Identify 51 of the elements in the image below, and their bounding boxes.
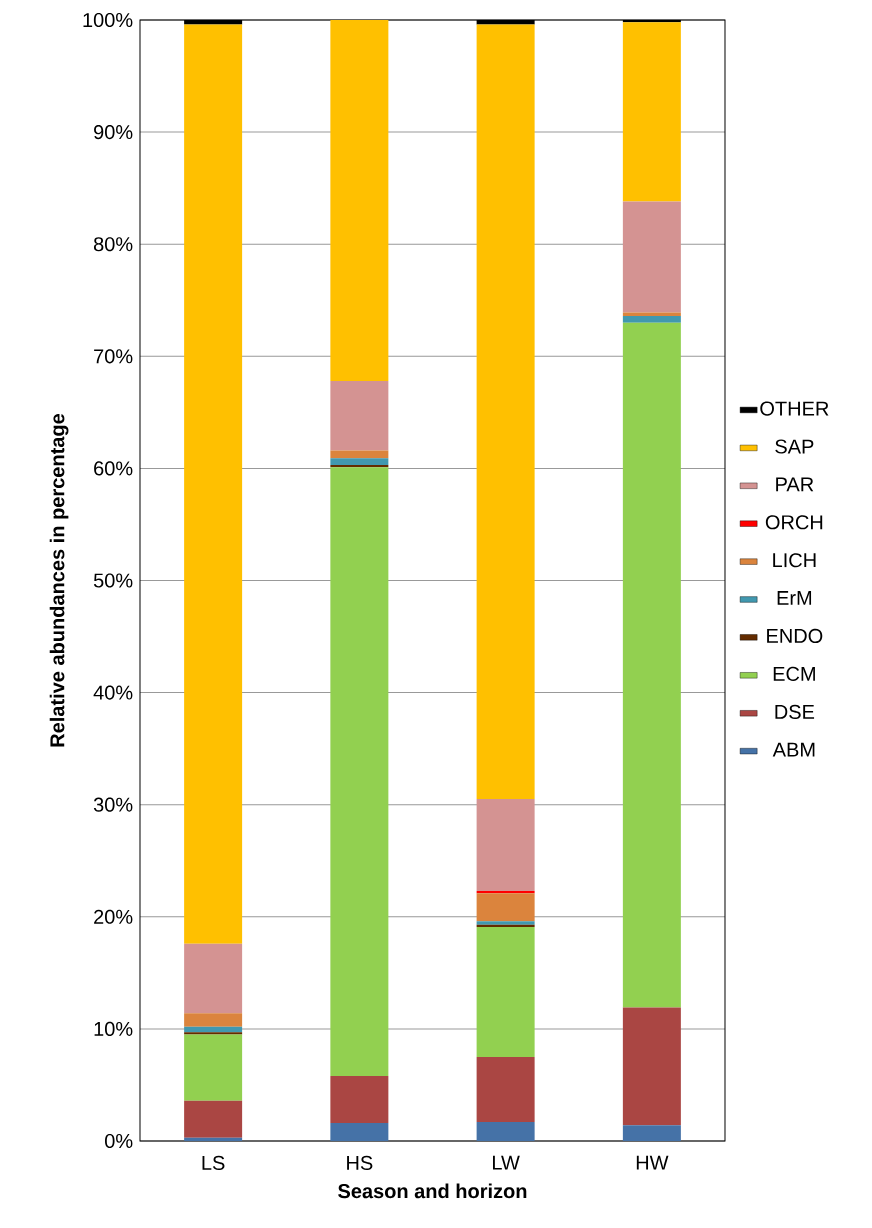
bar	[476, 893, 535, 922]
bar	[184, 24, 243, 944]
bar	[330, 467, 389, 1076]
bar	[184, 1013, 243, 1027]
bar	[330, 20, 389, 381]
bar	[330, 458, 389, 466]
bar	[330, 450, 389, 459]
x-tick-label: LS	[202, 1155, 225, 1171]
y-tick-label: 60%	[94, 461, 133, 476]
y-tick-label: 20%	[94, 909, 133, 924]
x-axis-title: Season and horizon	[338, 1183, 527, 1199]
y-tick-label: 70%	[94, 349, 133, 364]
legend-label: ECM	[773, 666, 815, 681]
bar	[622, 1125, 681, 1141]
y-tick-label: 90%	[94, 125, 133, 140]
y-tick-label: 80%	[93, 237, 133, 252]
bar	[330, 1075, 389, 1124]
legend-label: SAP	[775, 439, 814, 454]
legend-label: LICH	[773, 553, 816, 568]
x-tick-label: LW	[493, 1155, 520, 1170]
y-tick-label: 100%	[83, 12, 133, 28]
y-tick-label: 0%	[105, 1133, 133, 1149]
bar	[476, 926, 535, 1057]
legend-label: PAR	[776, 477, 814, 492]
y-tick-label: 40%	[93, 685, 133, 700]
bar	[184, 943, 243, 1014]
bar	[330, 380, 389, 451]
bar	[476, 1056, 535, 1122]
x-tick-label: HS	[347, 1155, 373, 1171]
legend-label: DSE	[775, 704, 815, 719]
bar	[476, 24, 535, 800]
bar	[622, 201, 681, 313]
legend-label: ENDO	[767, 628, 823, 644]
bar	[622, 1007, 681, 1126]
legend-label: ErM	[777, 591, 812, 605]
y-tick-label: 50%	[93, 573, 133, 588]
bar	[476, 1121, 535, 1141]
y-axis-title: Relative abundances in percentage	[49, 413, 69, 747]
y-tick-label: 10%	[94, 1021, 133, 1036]
legend-label: OTHER	[760, 401, 829, 416]
y-tick-label: 30%	[93, 797, 133, 812]
bar	[622, 22, 681, 202]
bar	[184, 1100, 243, 1138]
bar	[622, 322, 681, 1008]
legend-label: ORCH	[765, 515, 823, 530]
legend-label: ABM	[772, 742, 815, 757]
bar	[330, 1123, 389, 1141]
bar	[184, 1034, 243, 1101]
bar	[476, 799, 535, 892]
bar	[622, 315, 681, 323]
x-tick-label: HW	[636, 1155, 669, 1170]
